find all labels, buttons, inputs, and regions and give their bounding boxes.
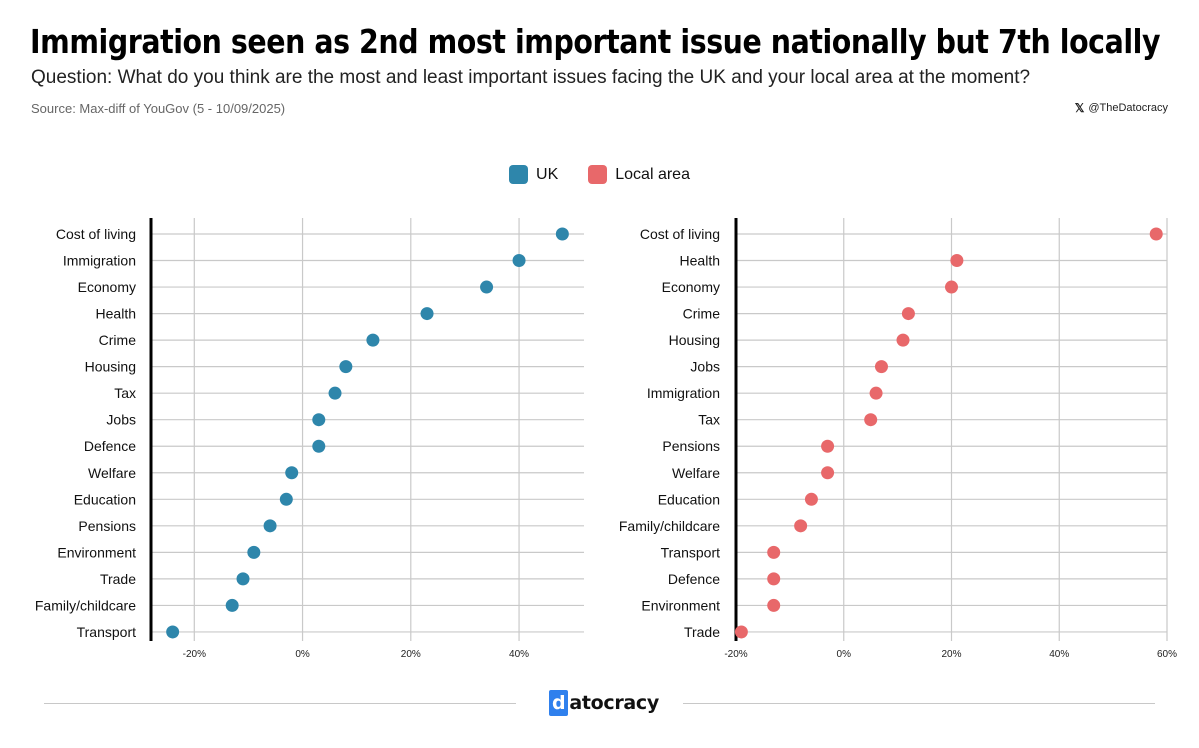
local-data-point: [804, 492, 818, 506]
uk-category-label: Transport: [77, 624, 137, 640]
local-data-point: [950, 254, 964, 268]
local-tick-label: 0%: [837, 649, 852, 660]
uk-data-point: [236, 572, 250, 586]
uk-category-label: Health: [96, 306, 136, 322]
local-category-label: Defence: [668, 571, 720, 587]
local-category-label: Health: [680, 253, 720, 269]
uk-data-point: [247, 545, 261, 559]
local-data-point: [821, 466, 835, 480]
local-data-point: [874, 360, 888, 374]
local-category-label: Transport: [661, 544, 721, 560]
handle-text: @TheDatocracy: [1088, 102, 1168, 114]
uk-category-label: Cost of living: [56, 226, 136, 242]
local-data-point: [1149, 227, 1163, 241]
legend-swatch-local: [588, 165, 608, 184]
uk-data-point: [312, 413, 326, 427]
uk-data-point: [285, 466, 299, 480]
local-category-label: Immigration: [647, 385, 720, 401]
uk-category-label: Pensions: [78, 518, 136, 534]
datocracy-logo: d atocracy: [549, 690, 659, 716]
uk-category-label: Jobs: [106, 412, 136, 428]
uk-data-point: [555, 227, 569, 241]
local-data-point: [767, 598, 781, 612]
uk-data-point: [225, 598, 239, 612]
local-category-label: Education: [658, 491, 720, 507]
legend-label-uk: UK: [536, 165, 559, 183]
x-logo-icon: 𝕏: [1074, 101, 1085, 115]
logo-mark: d: [549, 690, 569, 716]
local-category-label: Welfare: [672, 465, 720, 481]
local-category-label: Environment: [641, 597, 720, 613]
local-data-point: [794, 519, 808, 533]
uk-category-label: Defence: [84, 438, 136, 454]
local-tick-label: -20%: [724, 649, 747, 660]
local-category-label: Pensions: [662, 438, 720, 454]
local-category-label: Crime: [683, 306, 721, 322]
uk-category-label: Family/childcare: [35, 597, 136, 613]
local-category-label: Family/childcare: [619, 518, 720, 534]
local-tick-label: 20%: [941, 649, 961, 660]
local-data-point: [945, 280, 958, 294]
uk-data-point: [420, 307, 434, 321]
legend-item-uk: UK: [509, 165, 558, 184]
legend-item-local: Local area: [588, 165, 690, 184]
uk-category-label: Tax: [114, 385, 136, 401]
footer-divider-left: [44, 703, 516, 704]
uk-data-point: [263, 519, 277, 533]
local-category-label: Economy: [662, 279, 720, 295]
legend-swatch-uk: [509, 165, 529, 184]
local-data-point: [767, 572, 781, 586]
logo-wordmark: atocracy: [569, 692, 659, 714]
uk-category-label: Education: [74, 491, 136, 507]
local-category-label: Tax: [698, 412, 720, 428]
local-data-point: [869, 386, 883, 400]
uk-category-label: Immigration: [63, 253, 136, 269]
local-data-point: [901, 307, 915, 321]
uk-data-point: [166, 625, 180, 639]
uk-tick-label: 0%: [295, 649, 310, 660]
uk-data-point: [512, 254, 526, 268]
uk-tick-label: -20%: [183, 649, 206, 660]
uk-tick-label: 40%: [509, 649, 529, 660]
local-data-point: [864, 413, 878, 427]
uk-category-label: Economy: [78, 279, 136, 295]
local-category-label: Housing: [669, 332, 720, 348]
source-note: Source: Max-diff of YouGov (5 - 10/09/20…: [31, 101, 286, 116]
legend: UK Local area: [0, 165, 1199, 184]
local-data-point: [821, 439, 835, 453]
local-data-point: [734, 625, 748, 639]
legend-label-local: Local area: [615, 165, 690, 183]
local-data-point: [767, 545, 781, 559]
uk-category-label: Welfare: [88, 465, 136, 481]
uk-category-label: Crime: [99, 332, 137, 348]
local-category-label: Trade: [684, 624, 720, 640]
local-category-label: Jobs: [690, 359, 720, 375]
uk-data-point: [279, 492, 293, 506]
footer-divider-right: [683, 703, 1155, 704]
uk-tick-label: 20%: [401, 649, 421, 660]
uk-data-point: [328, 386, 342, 400]
uk-category-label: Trade: [100, 571, 136, 587]
uk-data-point: [339, 360, 353, 374]
social-handle[interactable]: 𝕏 @TheDatocracy: [1075, 101, 1168, 115]
uk-data-point: [366, 333, 380, 347]
uk-data-point: [480, 280, 494, 294]
uk-category-label: Housing: [85, 359, 136, 375]
uk-category-label: Environment: [57, 544, 136, 560]
local-data-point: [896, 333, 910, 347]
uk-data-point: [312, 439, 326, 453]
local-tick-label: 40%: [1049, 649, 1069, 660]
local-category-label: Cost of living: [640, 226, 720, 242]
chart-subtitle: Question: What do you think are the most…: [31, 67, 1031, 88]
local-tick-label: 60%: [1157, 649, 1177, 660]
chart-title: Immigration seen as 2nd most important i…: [30, 22, 1161, 61]
